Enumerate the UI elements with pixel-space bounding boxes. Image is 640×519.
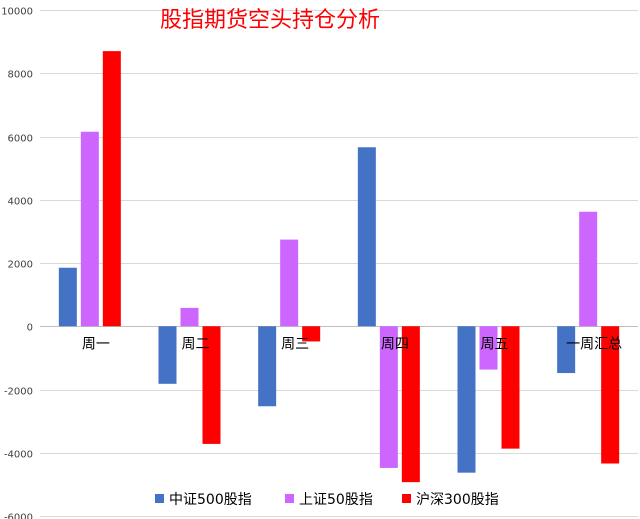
y-tick-label: 6000 <box>8 134 33 145</box>
bars <box>58 51 620 483</box>
x-tick-label: 一周汇总 <box>566 336 622 352</box>
chart-title: 股指期货空头持仓分析 <box>160 8 380 33</box>
bar-3-1 <box>102 51 121 327</box>
bar-3-6 <box>601 326 620 464</box>
y-tick-label: 4000 <box>8 197 33 208</box>
bar-2-2 <box>180 307 199 327</box>
bar-3-2 <box>202 326 221 444</box>
y-tick-label: -2000 <box>4 387 33 398</box>
x-tick-label: 周四 <box>381 336 409 352</box>
bar-3-5 <box>501 326 520 449</box>
y-tick-label: 0 <box>27 323 33 334</box>
bar-2-1 <box>80 131 99 327</box>
bar-2-4 <box>379 326 398 468</box>
y-tick-label: -6000 <box>4 513 33 519</box>
x-tick-label: 周二 <box>182 336 210 352</box>
x-tick-label: 周三 <box>281 336 309 352</box>
legend-swatch-1 <box>155 494 164 503</box>
legend-label-2: 上证50股指 <box>299 492 373 508</box>
bar-3-3 <box>302 326 321 342</box>
bar-1-3 <box>258 326 277 407</box>
y-tick-label: 8000 <box>8 70 33 81</box>
y-tick-label: 2000 <box>8 260 33 271</box>
y-tick-label: -4000 <box>4 450 33 461</box>
bar-1-2 <box>158 326 177 384</box>
x-tick-label: 周一 <box>82 336 110 352</box>
legend-label-1: 中证500股指 <box>169 492 252 508</box>
bar-1-6 <box>557 326 576 374</box>
x-axis-ticks: 周一 周二 周三 周四 周五 一周汇总 <box>82 336 622 352</box>
legend-swatch-3 <box>402 494 411 503</box>
bar-1-1 <box>58 267 77 327</box>
x-tick-label: 周五 <box>481 336 509 352</box>
y-tick-label: 10000 <box>1 7 33 18</box>
bar-3-4 <box>401 326 420 483</box>
bar-2-6 <box>579 211 598 327</box>
bar-1-4 <box>357 147 376 327</box>
bar-2-5 <box>479 326 498 370</box>
legend-label-3: 沪深300股指 <box>416 492 499 508</box>
bar-1-5 <box>457 326 476 473</box>
grid-lines <box>40 10 638 517</box>
y-axis-ticks: 10000 8000 6000 4000 2000 0 -2000 -4000 -6000 <box>1 7 33 519</box>
legend-swatch-2 <box>285 494 294 503</box>
bar-2-3 <box>280 239 299 327</box>
legend: 中证500股指 上证50股指 沪深300股指 <box>155 492 499 508</box>
